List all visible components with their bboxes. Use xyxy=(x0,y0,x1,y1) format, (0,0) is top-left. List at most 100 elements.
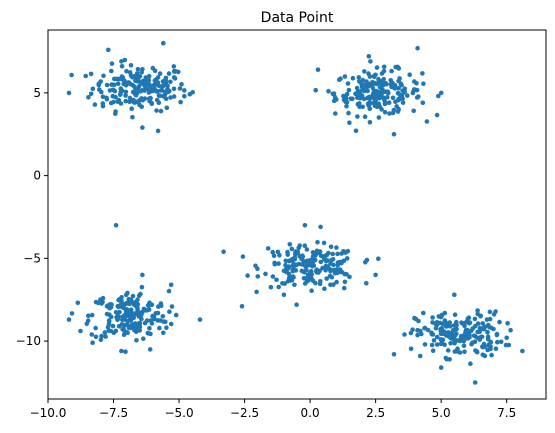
data-point xyxy=(407,72,413,77)
data-point xyxy=(302,281,308,286)
data-point xyxy=(438,90,444,96)
data-point xyxy=(142,83,147,88)
data-point xyxy=(132,100,137,105)
data-point xyxy=(465,316,471,322)
data-point xyxy=(398,81,404,86)
data-point xyxy=(240,254,246,259)
data-point xyxy=(121,81,126,87)
data-point xyxy=(452,292,457,298)
data-point xyxy=(124,68,129,74)
chart-title: Data Point xyxy=(261,10,334,26)
data-point xyxy=(118,86,124,91)
data-point xyxy=(112,88,118,94)
data-point xyxy=(123,98,128,104)
data-point xyxy=(365,88,370,94)
data-point xyxy=(391,131,397,137)
data-point xyxy=(166,288,172,294)
data-point xyxy=(411,89,416,94)
data-point xyxy=(104,311,110,317)
data-point xyxy=(429,342,435,348)
data-point xyxy=(109,82,114,87)
data-point xyxy=(92,102,98,107)
data-point xyxy=(434,320,440,325)
data-point xyxy=(414,87,420,93)
data-point xyxy=(331,262,336,268)
data-point xyxy=(78,328,83,334)
data-point xyxy=(101,73,106,79)
data-point xyxy=(135,297,140,303)
data-point xyxy=(155,128,161,134)
data-point xyxy=(353,91,358,97)
data-point xyxy=(113,76,119,82)
data-point xyxy=(69,72,74,78)
data-point xyxy=(367,96,373,101)
data-point xyxy=(468,361,473,367)
data-point xyxy=(169,304,175,309)
data-point xyxy=(344,91,350,97)
data-point xyxy=(89,332,95,337)
data-point xyxy=(283,258,289,264)
data-point xyxy=(93,334,99,340)
data-point xyxy=(88,91,94,97)
data-point xyxy=(390,95,396,101)
data-point xyxy=(474,349,480,355)
data-point xyxy=(322,286,327,292)
data-point xyxy=(385,94,390,100)
data-point xyxy=(335,260,341,265)
data-point xyxy=(95,300,101,306)
data-point xyxy=(440,331,446,337)
data-point xyxy=(305,274,310,280)
data-point xyxy=(270,274,276,279)
data-point xyxy=(485,329,490,335)
data-point xyxy=(147,347,153,352)
data-point xyxy=(148,95,153,101)
data-point xyxy=(270,249,276,255)
data-point xyxy=(309,288,314,294)
data-point xyxy=(354,85,360,91)
data-point xyxy=(341,93,346,99)
data-point xyxy=(135,301,141,307)
data-point xyxy=(452,349,458,354)
data-point xyxy=(323,258,329,264)
data-point xyxy=(489,352,494,358)
data-point xyxy=(292,282,297,288)
data-point xyxy=(382,109,388,115)
data-point xyxy=(301,269,307,275)
data-point xyxy=(411,108,417,114)
data-point xyxy=(88,71,94,77)
data-point xyxy=(221,249,226,254)
data-point xyxy=(344,256,350,261)
data-point xyxy=(408,330,414,336)
data-point xyxy=(135,75,141,81)
data-point xyxy=(343,250,348,255)
data-point xyxy=(148,86,153,91)
data-point xyxy=(347,274,352,280)
y-axis: 5 0 −5 −10 xyxy=(16,86,48,348)
data-point xyxy=(488,339,494,345)
data-point xyxy=(416,94,421,99)
data-point xyxy=(280,281,285,286)
data-point xyxy=(98,297,103,303)
data-point xyxy=(106,321,112,327)
data-point xyxy=(272,260,277,266)
data-point xyxy=(360,77,366,83)
data-point xyxy=(397,76,402,81)
data-point xyxy=(448,331,454,337)
x-tick-label: 0.0 xyxy=(301,406,320,420)
data-point xyxy=(136,83,142,89)
data-point xyxy=(130,114,135,120)
data-point xyxy=(438,341,444,347)
data-point xyxy=(390,110,396,116)
data-point xyxy=(123,349,128,355)
data-point xyxy=(156,304,161,309)
data-point xyxy=(430,348,436,354)
y-tick-label: 5 xyxy=(33,86,41,100)
data-point xyxy=(103,334,108,339)
data-point xyxy=(470,326,476,331)
data-point xyxy=(346,110,351,116)
data-point xyxy=(115,99,121,104)
x-tick-label: −2.5 xyxy=(230,406,259,420)
data-point xyxy=(366,81,372,87)
data-point xyxy=(454,319,459,325)
data-point xyxy=(281,268,287,274)
